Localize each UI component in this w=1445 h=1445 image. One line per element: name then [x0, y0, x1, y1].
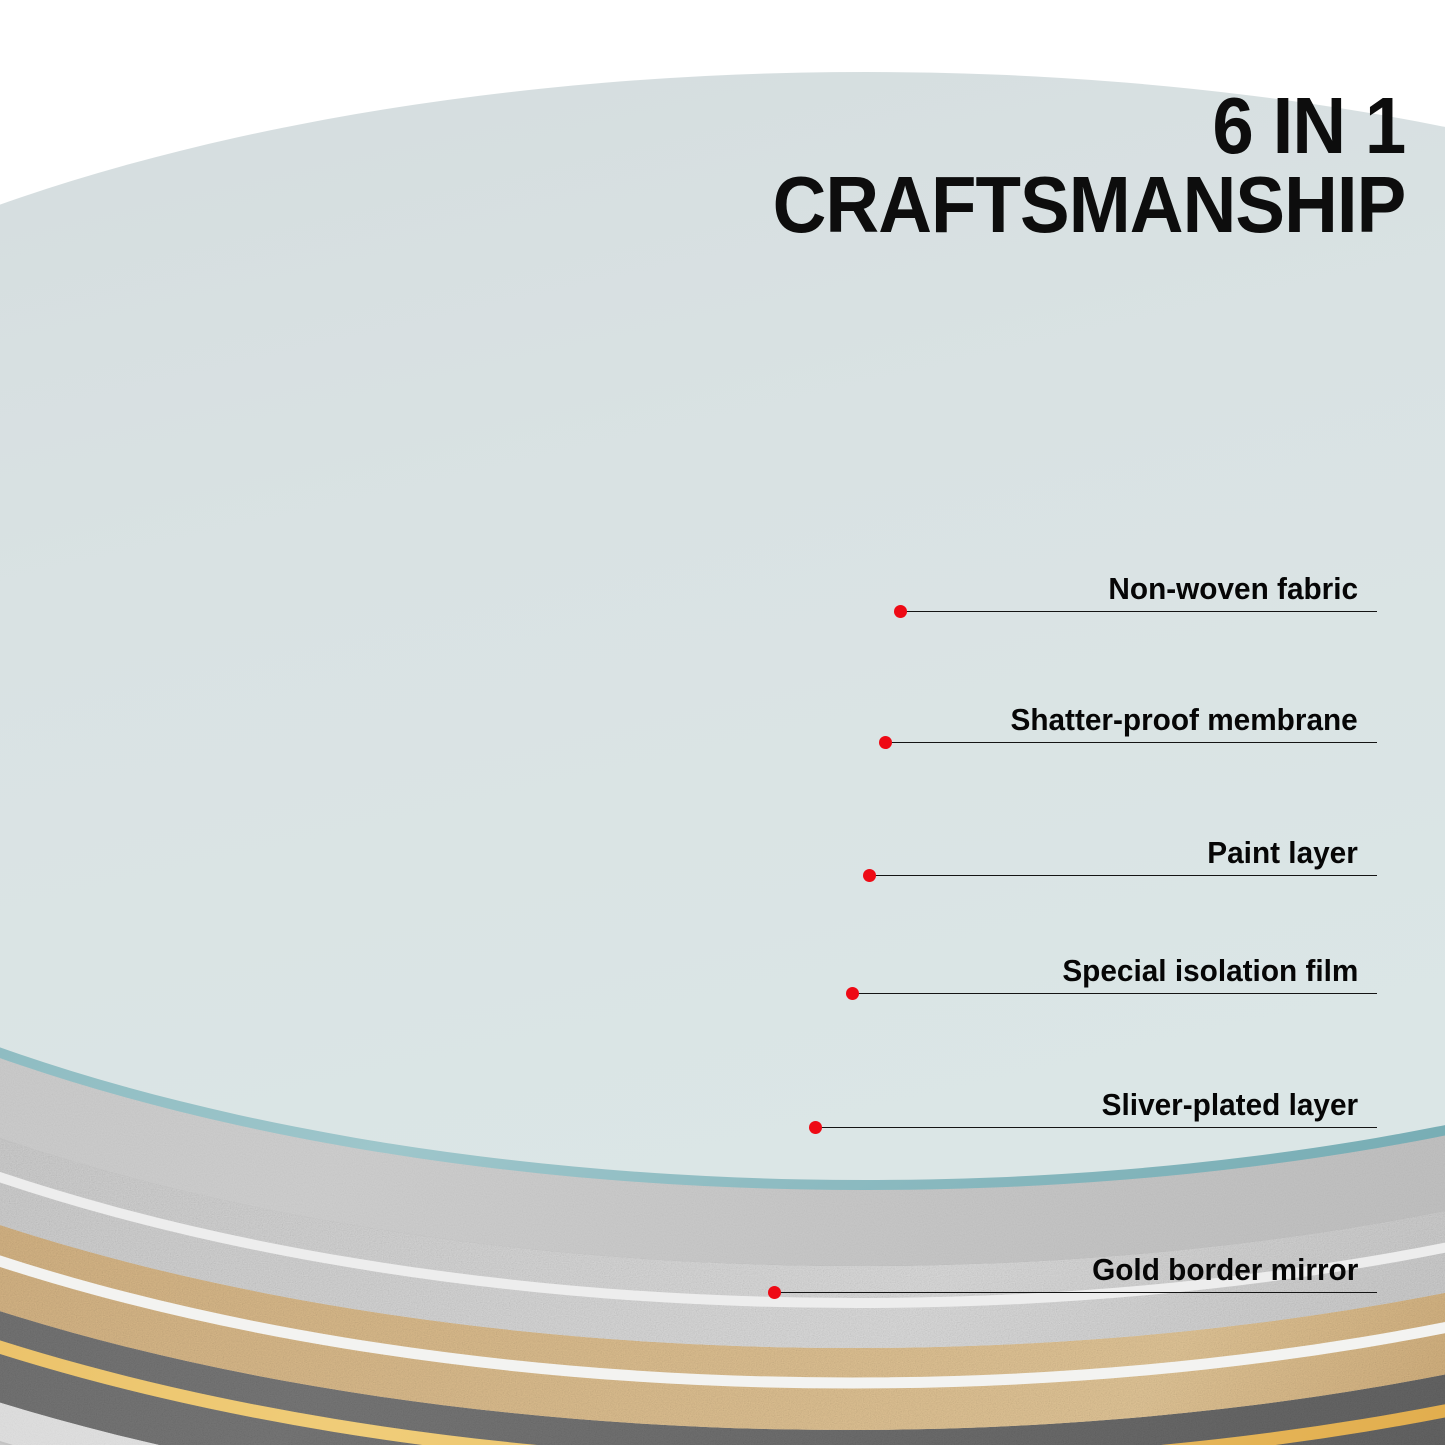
- callout-marker-dot: [879, 736, 892, 749]
- glass-top-panel: [0, 72, 1445, 1191]
- callout-leader-line: [884, 742, 1377, 743]
- callout-label: Gold border mirror: [1091, 1252, 1358, 1287]
- callout-leader-line: [851, 993, 1377, 994]
- callout-label: Sliver-plated layer: [1101, 1087, 1358, 1122]
- glass-top-surface: [0, 72, 1445, 1180]
- callout-label: Paint layer: [1207, 835, 1358, 870]
- callout-leader-line: [868, 875, 1377, 876]
- callout-marker-dot: [846, 987, 859, 1000]
- callout-leader-line: [814, 1127, 1377, 1128]
- callout-label: Shatter-proof membrane: [1010, 702, 1358, 737]
- callout-marker-dot: [863, 869, 876, 882]
- callout-marker-dot: [894, 605, 907, 618]
- callout-marker-dot: [768, 1286, 781, 1299]
- callout-leader-line: [773, 1292, 1377, 1293]
- callout-label: Special isolation film: [1061, 953, 1358, 988]
- callout-marker-dot: [809, 1121, 822, 1134]
- callout-label: Non-woven fabric: [1108, 571, 1358, 606]
- callout-leader-line: [899, 611, 1377, 612]
